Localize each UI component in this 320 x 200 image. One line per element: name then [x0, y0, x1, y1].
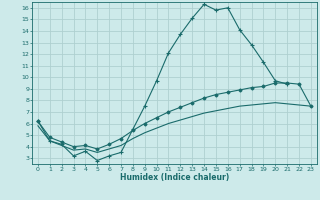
X-axis label: Humidex (Indice chaleur): Humidex (Indice chaleur)	[120, 173, 229, 182]
